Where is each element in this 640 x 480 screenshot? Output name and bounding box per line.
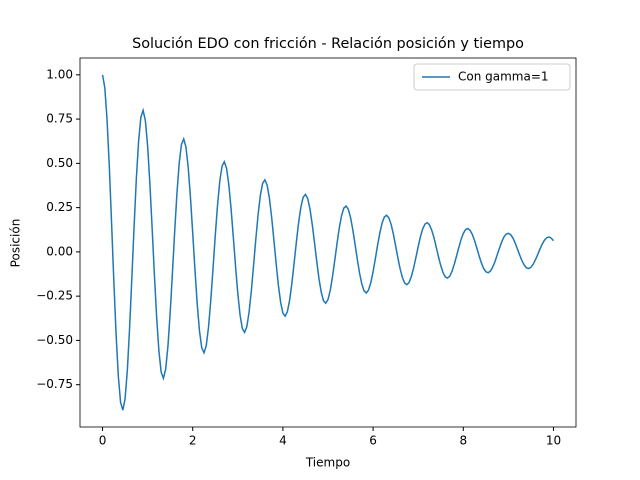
x-axis-label: Tiempo xyxy=(305,456,350,470)
x-tick-label: 4 xyxy=(279,434,287,448)
y-tick-label: 0.50 xyxy=(46,156,73,170)
y-tick-label: −0.75 xyxy=(36,377,73,391)
x-tick-label: 8 xyxy=(459,434,467,448)
y-tick-label: 1.00 xyxy=(46,67,73,81)
chart-title: Solución EDO con fricción - Relación pos… xyxy=(132,36,524,52)
y-tick-label: −0.50 xyxy=(36,333,73,347)
y-tick-label: 0.75 xyxy=(46,112,73,126)
plot-frame xyxy=(79,57,577,428)
legend-label: Con gamma=1 xyxy=(458,70,549,84)
x-tick-label: 6 xyxy=(369,434,377,448)
x-tick-label: 10 xyxy=(546,434,561,448)
line-series xyxy=(101,74,555,411)
y-tick-label: 0.25 xyxy=(46,200,73,214)
y-tick-label: −0.25 xyxy=(36,289,73,303)
y-axis-label: Posición xyxy=(9,219,23,268)
y-tick-label: 0.00 xyxy=(46,244,73,258)
legend-box xyxy=(413,63,571,91)
x-tick-label: 0 xyxy=(99,434,107,448)
x-tick-label: 2 xyxy=(189,434,197,448)
